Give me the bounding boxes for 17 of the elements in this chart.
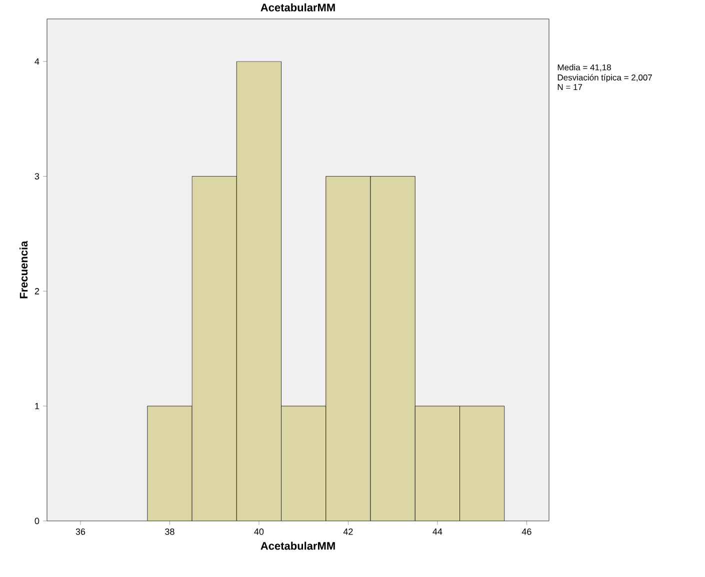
text: Desviación típica = 2,007 xyxy=(558,74,652,82)
text: N = 17 xyxy=(558,84,582,90)
chart-title: AcetabularMM xyxy=(260,3,335,12)
text: Media = 41,18 xyxy=(558,64,611,72)
y-tick-label: 1 xyxy=(35,402,40,410)
x-tick-label: 36 xyxy=(76,528,86,535)
x-tick-label: 40 xyxy=(254,528,264,535)
x-tick-label: 42 xyxy=(343,528,353,535)
x-tick-label: 44 xyxy=(432,528,442,535)
x-tick-label: 38 xyxy=(165,528,174,535)
x-tick-label: 46 xyxy=(522,528,532,535)
y-tick-label: 4 xyxy=(34,58,40,65)
y-tick-label: 3 xyxy=(34,173,40,180)
y-tick-label: 0 xyxy=(34,518,40,524)
x-axis-title: AcetabularMM xyxy=(260,542,335,550)
y-tick-label: 2 xyxy=(34,288,40,294)
y-axis-title: Frecuencia xyxy=(20,240,28,298)
